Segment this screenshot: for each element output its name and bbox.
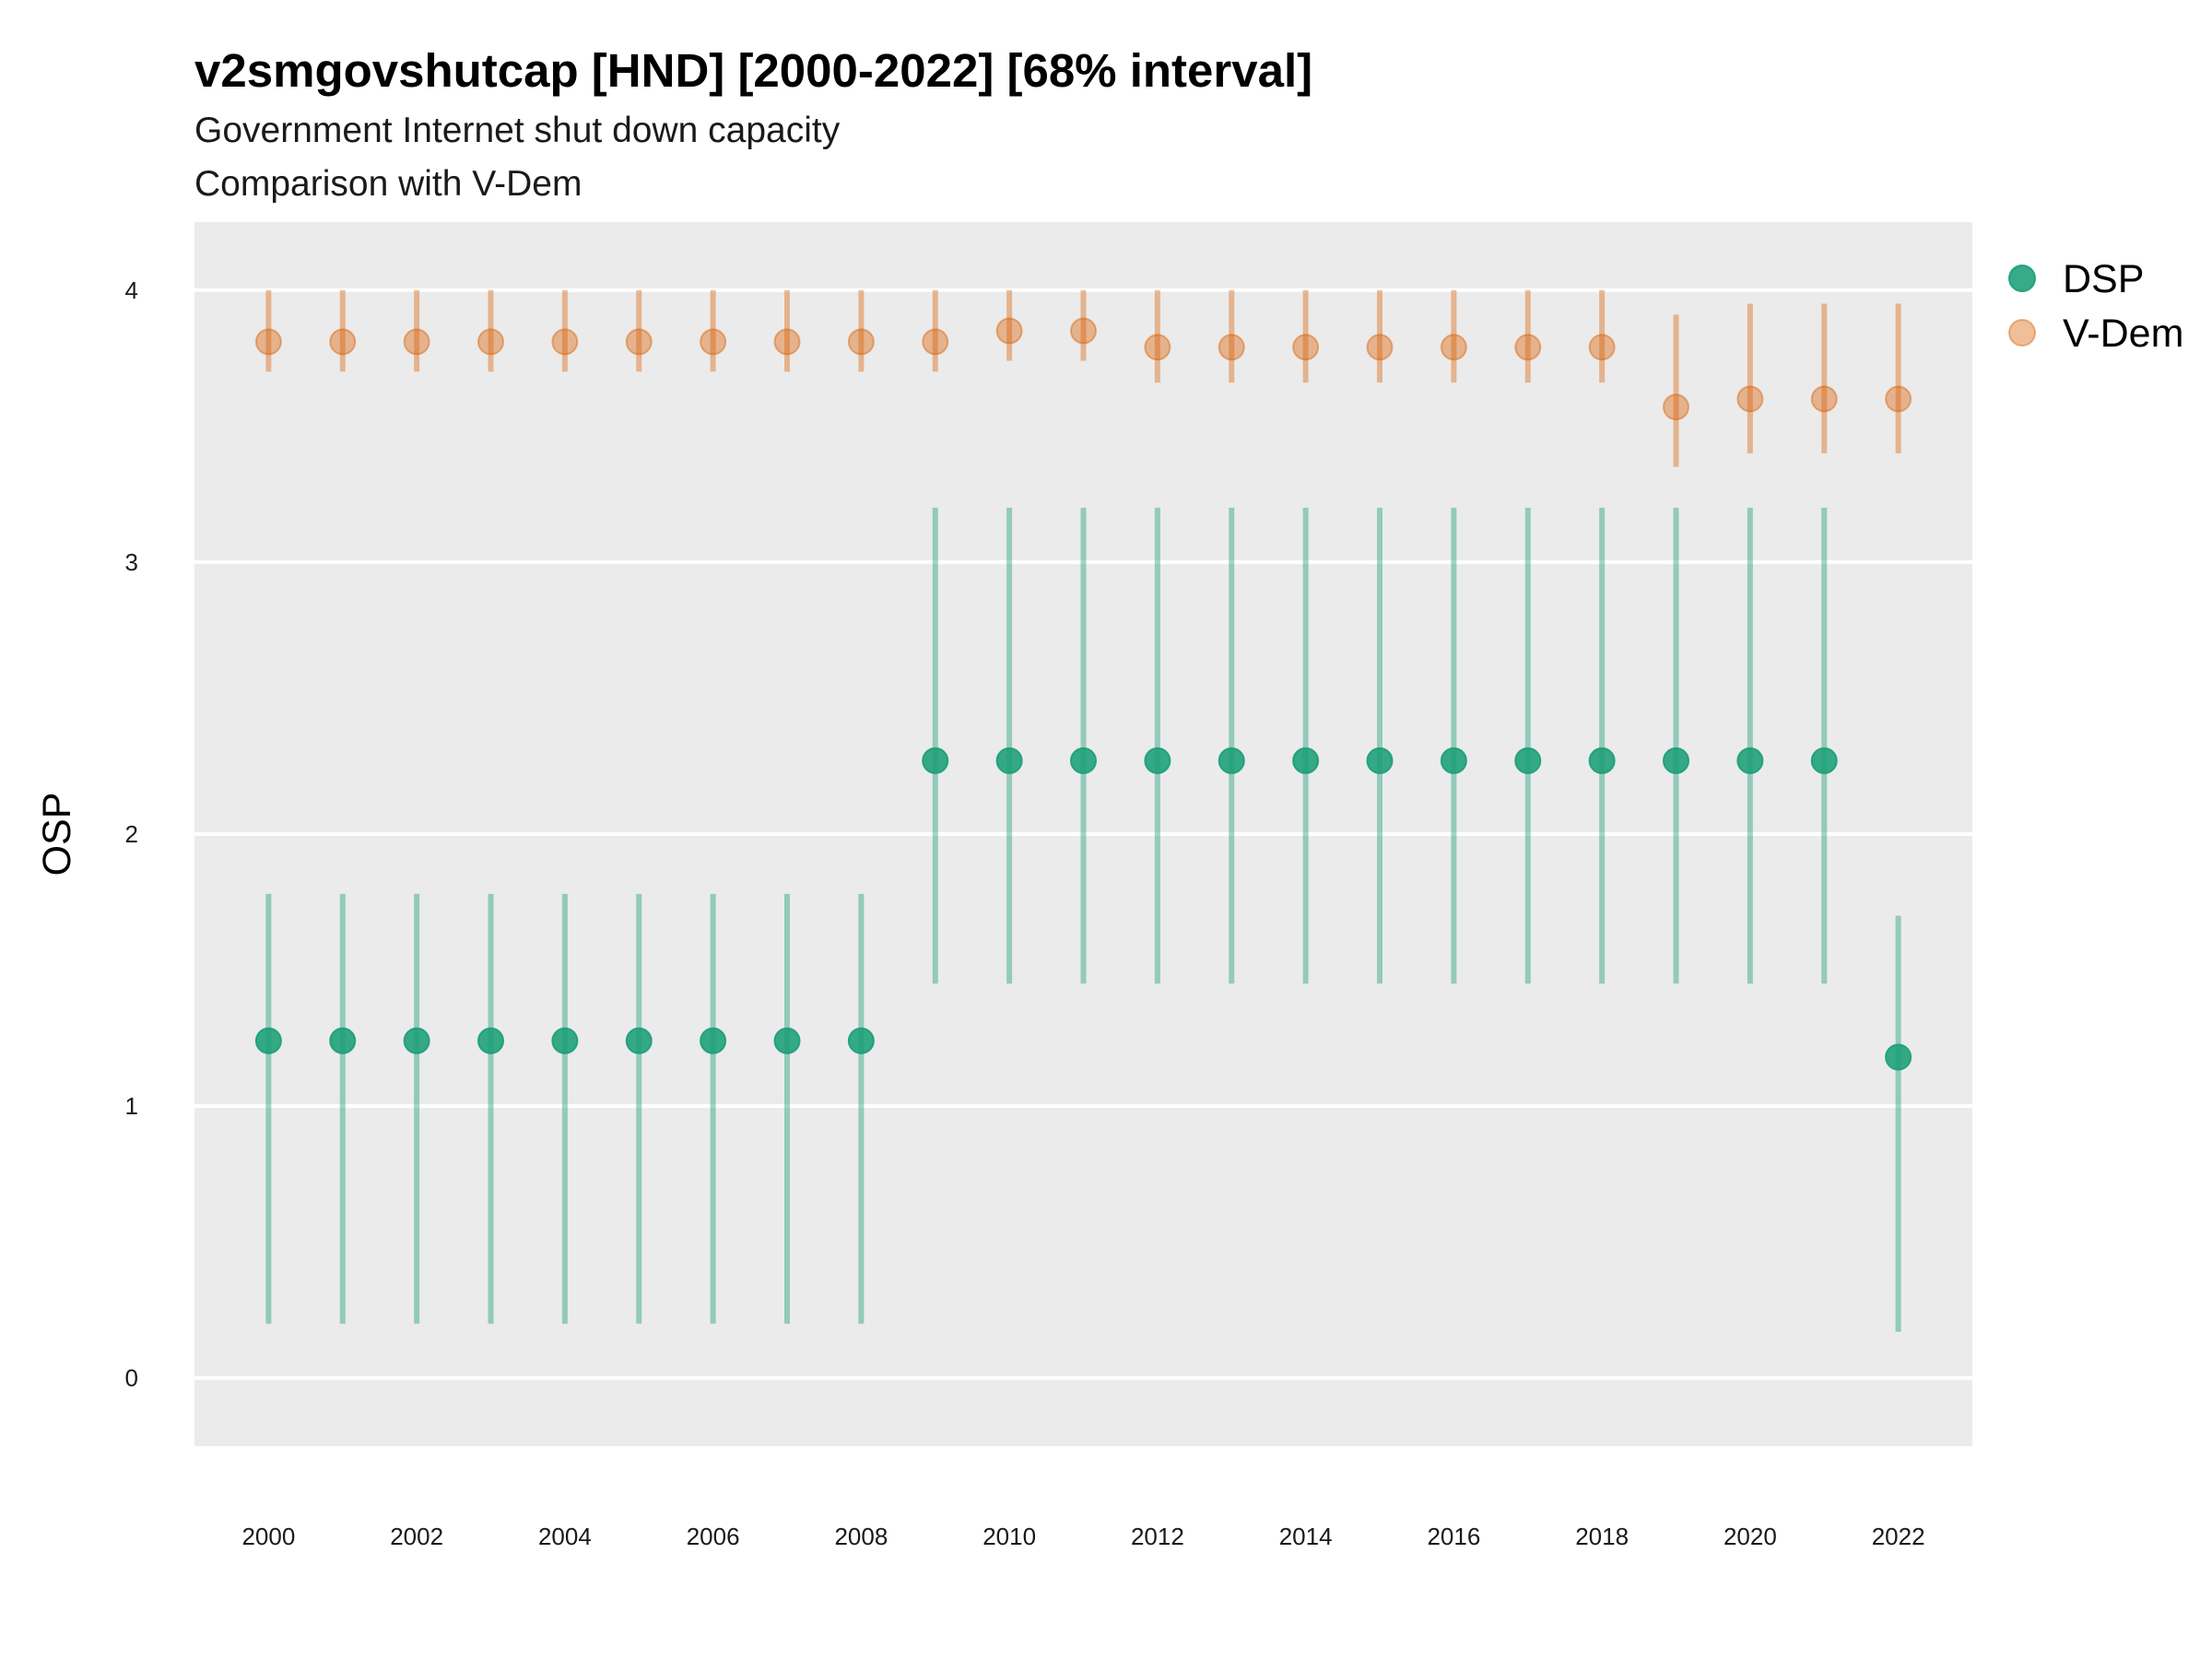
y-tick-labels: 0 1 2 3 4	[125, 276, 138, 1392]
data-point	[1663, 747, 1689, 774]
x-tick-label: 2002	[390, 1523, 443, 1550]
data-point	[1292, 747, 1320, 774]
data-point	[1070, 317, 1097, 345]
x-tick-label: 2022	[1872, 1523, 1925, 1550]
data-point	[403, 1027, 430, 1054]
data-point	[551, 1027, 579, 1054]
x-tick-label: 2000	[241, 1523, 295, 1550]
data-point	[1663, 394, 1689, 421]
x-tick-labels: 2000 2002 2004 2006 2008 2010 2012 2014 2016 2018…	[241, 1523, 1924, 1550]
data-point	[1366, 334, 1394, 361]
y-tick-label: 3	[125, 548, 138, 576]
data-point	[995, 317, 1023, 345]
data-point	[700, 1027, 727, 1054]
data-point	[1736, 385, 1764, 413]
x-tick-label: 2004	[538, 1523, 592, 1550]
x-tick-label: 2016	[1427, 1523, 1480, 1550]
data-point	[1440, 334, 1467, 361]
data-point	[477, 328, 504, 356]
y-axis-label: OSP	[35, 793, 79, 877]
data-point	[1144, 747, 1171, 774]
legend-vdem-label: V-Dem	[2063, 312, 2183, 356]
data-point	[1292, 334, 1320, 361]
x-tick-label: 2010	[982, 1523, 1036, 1550]
x-tick-label: 2006	[687, 1523, 740, 1550]
x-tick-label: 2008	[834, 1523, 888, 1550]
x-tick-label: 2014	[1279, 1523, 1333, 1550]
data-point	[1885, 385, 1912, 413]
series-layer	[254, 289, 1912, 1333]
y-tick-label: 0	[125, 1364, 138, 1392]
data-point	[847, 328, 875, 356]
legend: DSP V-Dem	[2008, 257, 2183, 356]
data-point	[922, 328, 949, 356]
data-point	[1810, 747, 1838, 774]
data-point	[403, 328, 430, 356]
legend-dsp-label: DSP	[2063, 257, 2144, 301]
data-point	[625, 1027, 653, 1054]
data-point	[1218, 334, 1245, 361]
data-point	[1885, 1043, 1912, 1071]
y-tick-label: 2	[125, 820, 138, 848]
data-point	[1366, 747, 1394, 774]
data-point	[773, 328, 801, 356]
data-point	[773, 1027, 801, 1054]
data-point	[625, 328, 653, 356]
data-point	[1588, 334, 1616, 361]
data-point	[1144, 334, 1171, 361]
data-point	[847, 1027, 875, 1054]
chart-subtitle-line-1: Government Internet shut down capacity	[194, 111, 841, 150]
data-point	[329, 328, 357, 356]
legend-vdem-key	[2008, 319, 2036, 347]
data-point	[1218, 747, 1245, 774]
data-point	[1070, 747, 1097, 774]
data-point	[1514, 334, 1542, 361]
series-dsp	[254, 507, 1912, 1333]
data-point	[995, 747, 1023, 774]
x-tick-label: 2020	[1724, 1523, 1777, 1550]
data-point	[1588, 747, 1616, 774]
x-tick-label: 2018	[1575, 1523, 1629, 1550]
data-point	[1440, 747, 1467, 774]
data-point	[1810, 385, 1838, 413]
legend-dsp-key	[2008, 265, 2036, 292]
data-point	[551, 328, 579, 356]
y-tick-label: 4	[125, 276, 138, 304]
data-point	[254, 1027, 282, 1054]
chart-subtitle-line-2: Comparison with V-Dem	[194, 164, 582, 204]
series-v-dem	[254, 289, 1912, 467]
data-point	[477, 1027, 504, 1054]
data-point	[1736, 747, 1764, 774]
x-tick-label: 2012	[1131, 1523, 1184, 1550]
data-point	[329, 1027, 357, 1054]
data-point	[922, 747, 949, 774]
grid-lines	[194, 288, 1972, 1381]
data-point	[254, 328, 282, 356]
y-tick-label: 1	[125, 1092, 138, 1120]
chart-title: v2smgovshutcap [HND] [2000-2022] [68% in…	[194, 44, 1312, 97]
data-point	[700, 328, 727, 356]
data-point	[1514, 747, 1542, 774]
